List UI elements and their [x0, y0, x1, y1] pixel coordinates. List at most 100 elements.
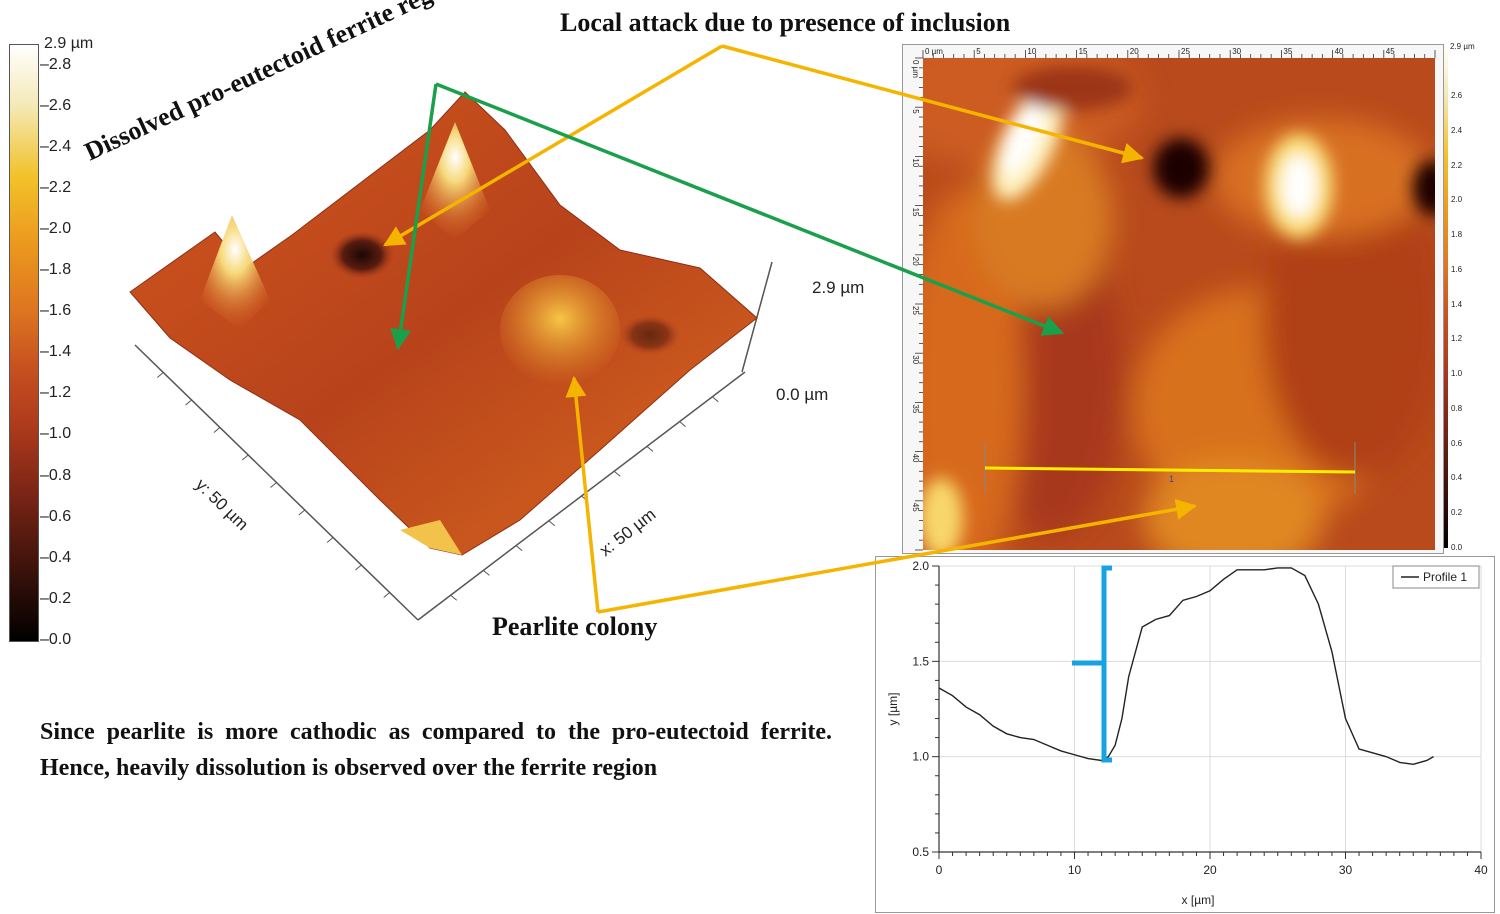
y-tick-label: 0.5 — [912, 845, 929, 859]
map-colorbar-tick-label: 1.8 — [1451, 230, 1463, 240]
edge-tick — [185, 399, 192, 406]
main-colorbar-tick-label: –2.8 — [40, 55, 72, 73]
left-ruler-label: 10 — [911, 158, 920, 167]
surface-z-axis — [741, 261, 773, 373]
map-colorbar-tick-label: 2.4 — [1451, 125, 1463, 135]
arrow-ferrite-to-map — [435, 82, 1064, 336]
surface-edge-ticks — [156, 372, 719, 601]
map-colorbar-tick-label: 0.6 — [1451, 438, 1463, 448]
main-colorbar-tick-label: –2.6 — [40, 96, 72, 114]
map-colorbar-tick-label: 1.2 — [1451, 334, 1463, 344]
map-colorbar-tick-label: 0.0 — [1451, 543, 1463, 552]
left-ruler-label: 20 — [911, 257, 920, 266]
x-tick-label: 30 — [1339, 863, 1353, 877]
legend: Profile 1 — [1392, 565, 1480, 589]
surface-left-peak — [200, 215, 270, 330]
annotation-pearlite-colony: Pearlite colony — [492, 612, 658, 641]
x-tick-label: 0 — [936, 863, 943, 877]
arrow-local-to-3d-pit — [383, 44, 723, 247]
profile-marker: 1 — [1169, 474, 1174, 484]
edge-tick — [548, 520, 556, 527]
main-colorbar-tick-label: –1.0 — [40, 425, 72, 443]
arrow-pearlite-to-3d — [565, 375, 600, 613]
surface-right-depression — [620, 315, 680, 355]
edge-tick — [213, 427, 221, 433]
y-tick-label: 1.0 — [912, 750, 929, 764]
top-ruler-label: 0 µm — [925, 47, 943, 56]
top-ruler-label: 35 — [1283, 47, 1292, 56]
map-colorbar-tick-label: 2.0 — [1451, 195, 1463, 205]
edge-tick — [326, 537, 334, 543]
x-axis-label: x [µm] — [1182, 893, 1215, 907]
main-colorbar-tick-label: –0.8 — [40, 466, 72, 484]
main-colorbar-tick-label: –1.8 — [40, 261, 72, 279]
legend-entry: Profile 1 — [1423, 570, 1467, 584]
main-colorbar-tick-label: –0.4 — [40, 548, 72, 566]
map-colorbar-tick-label: 1.0 — [1451, 369, 1463, 379]
surface-back-peak — [420, 122, 490, 240]
map-colorbar-tick-label: 1.6 — [1451, 264, 1463, 274]
profile-chart: 0 10 20 30 40 0.5 1.0 1.5 2.0 x [µm] y [µm] Profile… — [886, 559, 1488, 907]
map-colorbar-tick-label: 0.2 — [1451, 508, 1463, 518]
edge-tick — [241, 454, 249, 461]
map-colorbar-tick-label: 2.6 — [1451, 91, 1463, 101]
top-ruler-label: 10 — [1027, 47, 1036, 56]
main-colorbar-tick-label: –1.4 — [40, 343, 72, 361]
arrow-ferrite-to-3d — [390, 83, 438, 351]
main-colorbar-tick-label: –2.0 — [40, 219, 72, 237]
main-colorbar-tick-label: –2.2 — [40, 178, 72, 196]
left-ruler-label: 30 — [911, 355, 920, 364]
arrow-local-to-map-pit — [721, 44, 1145, 164]
x-tick-label: 40 — [1474, 863, 1488, 877]
annotation-local-attack: Local attack due to presence of inclusio… — [560, 8, 1011, 37]
surface-z-min-label: 0.0 µm — [776, 385, 829, 404]
main-colorbar-tick-label: –1.2 — [40, 384, 72, 402]
top-ruler-label: 20 — [1130, 47, 1139, 56]
legend-box — [1392, 565, 1480, 589]
edge-tick — [679, 421, 686, 427]
main-colorbar-tick-label: –2.4 — [40, 137, 72, 155]
main-colorbar-max-label: 2.9 µm — [44, 35, 94, 52]
y-axis-label: y [µm] — [886, 693, 900, 726]
surface-3d-view — [129, 91, 773, 621]
edge-tick — [383, 592, 391, 598]
edge-tick — [483, 570, 490, 576]
top-ruler-label: 30 — [1232, 47, 1241, 56]
surface-body — [129, 91, 758, 556]
edge-tick — [515, 545, 523, 551]
main-colorbar-tick-label: –0.2 — [40, 589, 72, 607]
main-colorbar-tick-label: –0.0 — [40, 631, 72, 648]
top-ruler-label: 40 — [1335, 47, 1344, 56]
x-tick-label: 20 — [1203, 863, 1217, 877]
left-ruler-label: 45 — [911, 503, 920, 512]
map-colorbar-tick-label: 1.4 — [1451, 299, 1463, 309]
left-ruler-label: 0 µm — [911, 60, 920, 78]
left-ruler-label: 25 — [911, 306, 920, 315]
edge-tick — [355, 564, 362, 571]
main-colorbar-tick-label: –1.6 — [40, 302, 72, 320]
map-2d-image: 1 — [923, 58, 1435, 550]
y-tick-label: 2.0 — [912, 559, 929, 573]
arrow-pearlite-to-map — [597, 498, 1198, 614]
main-colorbar-tick-label: –0.6 — [40, 507, 72, 525]
surface-pearlite-ridge — [500, 275, 620, 385]
y-tick-label: 1.5 — [912, 654, 929, 668]
surface-z-max-label: 2.9 µm — [812, 278, 865, 297]
edge-tick — [270, 482, 277, 488]
edge-tick — [156, 372, 164, 378]
top-ruler-label: 5 — [976, 47, 981, 56]
left-ruler-label: 35 — [911, 404, 920, 413]
map-colorbar-max-label: 2.9 µm — [1450, 42, 1475, 51]
left-ruler-label: 40 — [911, 454, 920, 463]
top-ruler-label: 45 — [1386, 47, 1395, 56]
edge-tick — [646, 446, 654, 452]
profile-chart-frame — [875, 556, 1495, 913]
left-ruler-label: 15 — [911, 208, 920, 217]
top-ruler-label: 25 — [1181, 47, 1190, 56]
profile-line — [984, 466, 1356, 474]
map-colorbar-tick-label: 0.4 — [1451, 473, 1463, 483]
map-colorbar-tick-label: 0.8 — [1451, 403, 1463, 413]
map-colorbar-tick-label: 2.2 — [1451, 160, 1463, 170]
surface-inclusion-pit — [330, 231, 394, 279]
